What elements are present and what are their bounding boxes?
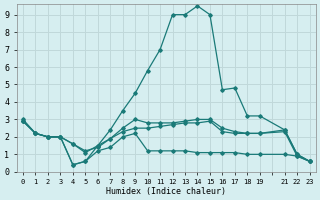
X-axis label: Humidex (Indice chaleur): Humidex (Indice chaleur) (106, 187, 226, 196)
